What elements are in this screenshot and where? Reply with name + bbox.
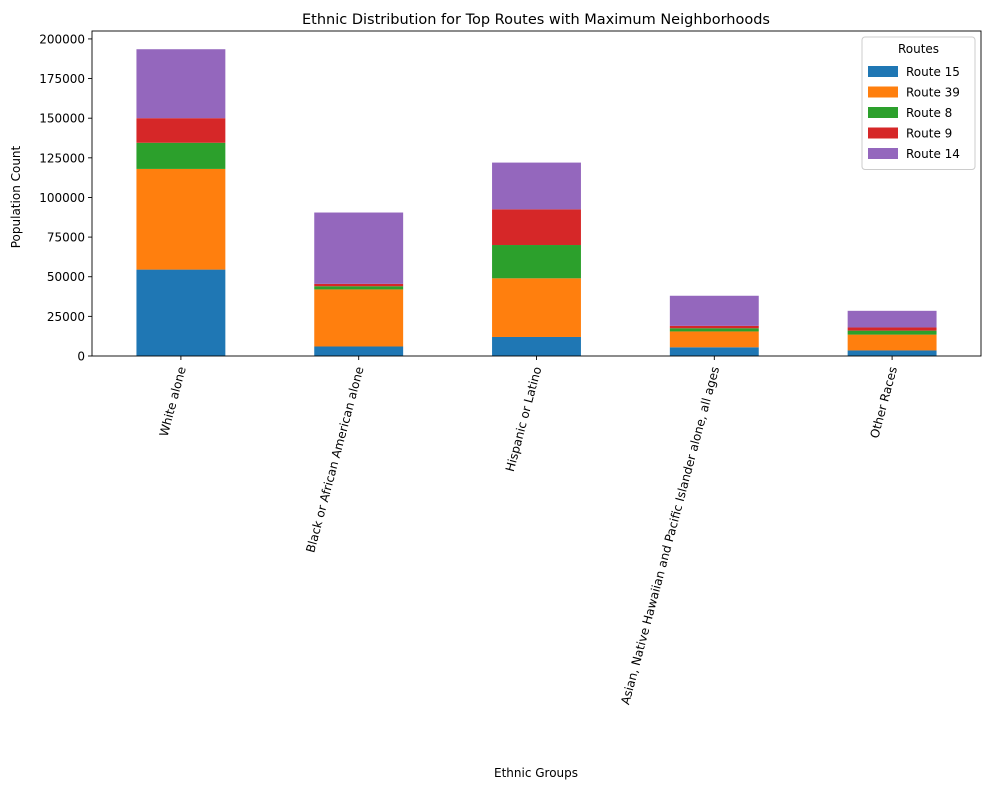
bar-segment	[847, 350, 937, 356]
legend-swatch	[868, 107, 898, 118]
bar-segment	[492, 209, 581, 246]
bar-segment	[847, 310, 937, 328]
bar-segment	[314, 283, 404, 287]
bar-segment	[492, 162, 581, 210]
legend: Routes Route 15 Route 39 Route 8 Route 9 Rout…	[861, 36, 976, 170]
bar-segment	[847, 330, 937, 335]
bar-segment	[669, 331, 759, 348]
legend-swatch	[868, 148, 898, 159]
bars-layer	[136, 49, 937, 356]
y-tick-label: 175000	[39, 72, 85, 86]
legend-swatch	[868, 127, 898, 139]
bar-segment	[669, 328, 759, 332]
bar-segment	[492, 278, 581, 337]
x-axis-label: Ethnic Groups	[494, 766, 578, 780]
bar-segment	[314, 346, 404, 356]
x-tick-label: Other Races	[867, 365, 900, 440]
y-tick-label: 125000	[39, 151, 85, 165]
bar-segment	[847, 334, 937, 351]
bar-segment	[136, 269, 226, 356]
bar-segment	[314, 286, 404, 290]
bar-segment	[847, 327, 937, 331]
legend-label: Route 15	[906, 65, 960, 79]
bar-segment	[669, 347, 759, 356]
bar-segment	[136, 168, 226, 270]
bar-segment	[136, 49, 226, 119]
legend-label: Route 14	[906, 147, 960, 161]
bar-segment	[669, 295, 759, 326]
legend-label: Route 9	[906, 127, 952, 141]
x-tick-label: Hispanic or Latino	[503, 365, 544, 473]
y-axis-label: Population Count	[9, 145, 23, 248]
legend-swatch	[868, 66, 898, 77]
legend-label: Route 39	[906, 86, 960, 100]
x-tick-label: Asian, Native Hawaiian and Pacific Islan…	[618, 365, 722, 706]
bar-segment	[492, 245, 581, 279]
y-tick-label: 100000	[39, 191, 85, 205]
y-tick-label: 75000	[47, 231, 85, 245]
legend-title: Routes	[898, 42, 939, 56]
x-tick-label: White alone	[157, 365, 189, 438]
y-tick-label: 25000	[47, 310, 85, 324]
bar-segment	[136, 118, 226, 143]
bar-segment	[492, 336, 581, 356]
chart-title: Ethnic Distribution for Top Routes with …	[302, 12, 770, 28]
y-tick-label: 50000	[47, 270, 85, 284]
y-tick-label: 200000	[39, 32, 85, 46]
x-tick-label: Black or African American alone	[303, 365, 366, 554]
legend-label: Route 8	[906, 106, 952, 120]
bar-segment	[314, 212, 404, 284]
y-tick-label: 150000	[39, 112, 85, 126]
y-tick-label: 0	[77, 350, 85, 364]
bar-segment	[669, 325, 759, 329]
legend-swatch	[868, 86, 898, 98]
bar-segment	[314, 289, 404, 347]
bar-segment	[136, 142, 226, 169]
